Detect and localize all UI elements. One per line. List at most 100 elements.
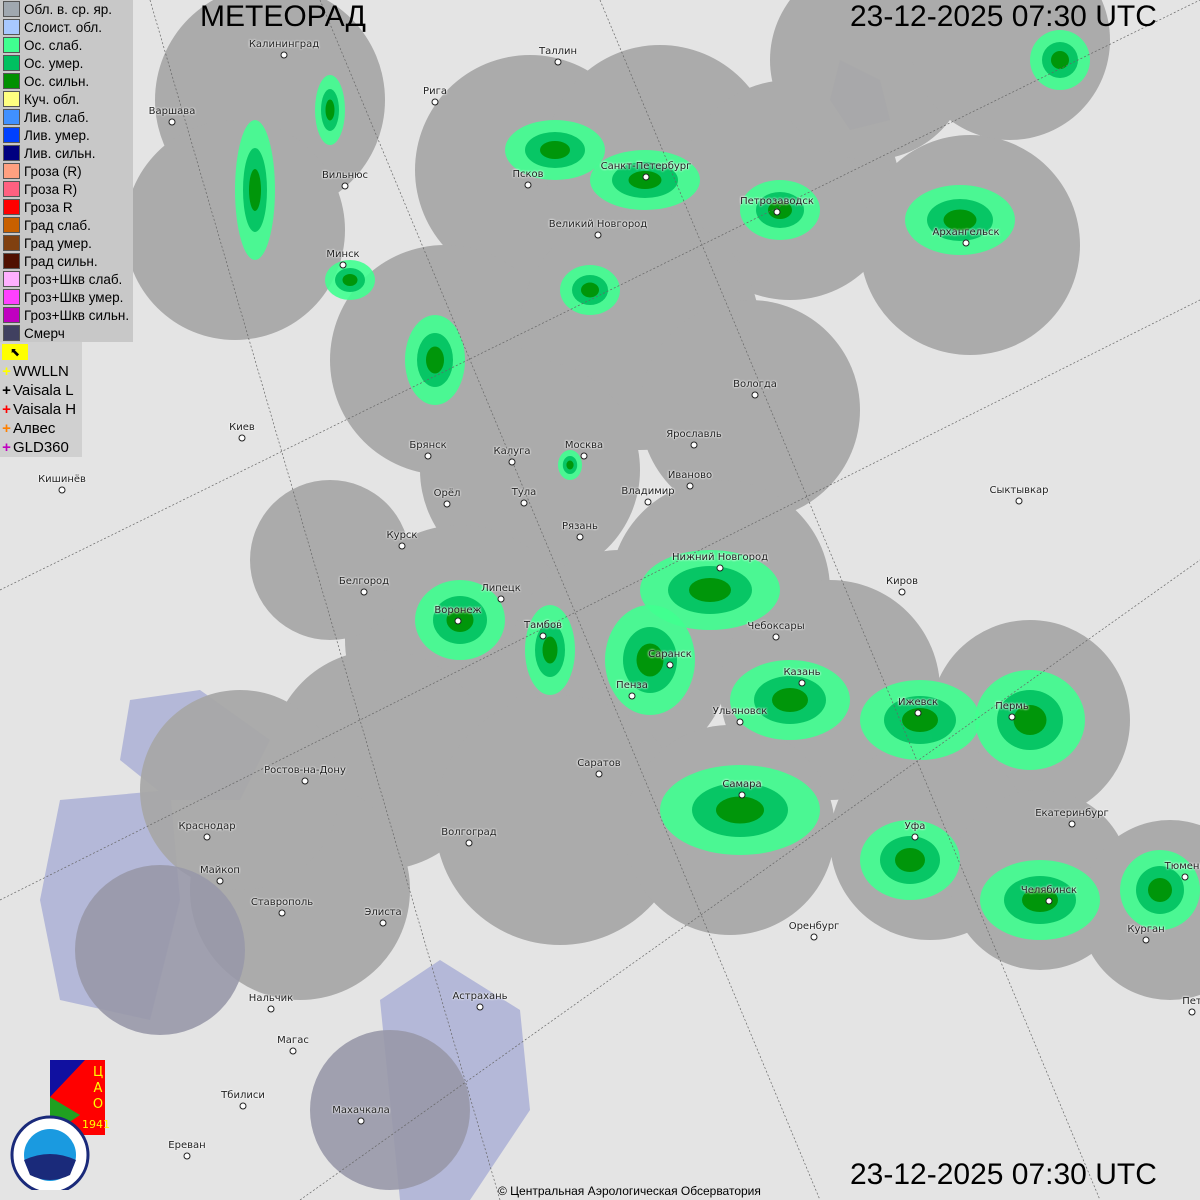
lightning-source[interactable]: + Алвес <box>0 419 82 438</box>
city-label: Пермь <box>995 701 1029 712</box>
city-marker <box>580 452 588 460</box>
city-label: Тула <box>511 487 537 498</box>
city-label: Элиста <box>364 907 402 918</box>
city-label: Казань <box>783 667 821 678</box>
city-marker <box>454 617 462 625</box>
city-marker <box>644 498 652 506</box>
precip-echo <box>716 796 764 824</box>
cross-icon: + <box>2 363 11 380</box>
legend-swatch <box>3 109 20 125</box>
city-label: Минск <box>326 249 360 260</box>
city-label: Варшава <box>148 106 196 117</box>
legend-swatch <box>3 55 20 71</box>
legend-item: Гроз+Шкв сильн. <box>0 306 133 324</box>
city-marker <box>289 1047 297 1055</box>
cross-icon: + <box>2 382 11 399</box>
city-label: Санкт-Петербург <box>600 161 692 172</box>
legend-swatch <box>3 163 20 179</box>
legend-item: Гроз+Шкв умер. <box>0 288 133 306</box>
svg-text:О: О <box>93 1097 103 1112</box>
city-label: Вильнюс <box>321 170 369 181</box>
city-label: Ереван <box>168 1140 206 1151</box>
city-marker <box>508 458 516 466</box>
legend-swatch <box>3 271 20 287</box>
legend-swatch <box>3 37 20 53</box>
legend-swatch <box>3 217 20 233</box>
city-label: Кишинёв <box>38 474 86 485</box>
legend-item: Куч. обл. <box>0 90 133 108</box>
city-marker <box>554 58 562 66</box>
city-marker <box>716 564 724 572</box>
precip-echo <box>1022 888 1058 912</box>
legend-swatch <box>3 145 20 161</box>
city-marker <box>1068 820 1076 828</box>
lightning-label: Vaisala H <box>13 401 77 418</box>
city-marker <box>911 833 919 841</box>
precip-echo <box>689 578 731 602</box>
city-marker <box>690 441 698 449</box>
city-marker <box>339 261 347 269</box>
legend-swatch <box>3 289 20 305</box>
lightning-source[interactable]: + Vaisala L <box>0 381 82 400</box>
city-marker <box>398 542 406 550</box>
city-label: Пет <box>1182 996 1200 1007</box>
legend-label: Обл. в. ср. яр. <box>24 1 113 17</box>
legend-item: Смерч <box>0 324 133 342</box>
city-label: Липецк <box>481 583 521 594</box>
city-label: Майкоп <box>200 865 240 876</box>
city-label: Тюмень <box>1164 861 1200 872</box>
legend-label: Град сильн. <box>24 253 98 269</box>
lightning-label: WWLLN <box>13 363 69 380</box>
copyright: © Центральная Аэрологическая Обсерватори… <box>498 1184 761 1198</box>
timestamp-top: 23-12-2025 07:30 UTC <box>850 0 1157 33</box>
precip-echo <box>636 643 664 677</box>
legend-label: Ос. умер. <box>24 55 84 71</box>
radar-circle <box>250 480 410 640</box>
city-marker <box>810 933 818 941</box>
city-marker <box>576 533 584 541</box>
city-label: Курган <box>1127 924 1165 935</box>
city-label: Самара <box>722 779 762 790</box>
city-marker <box>594 231 602 239</box>
cross-icon: + <box>2 420 11 437</box>
city-marker <box>267 1005 275 1013</box>
precip-echo <box>895 848 925 872</box>
city-marker <box>497 595 505 603</box>
city-marker <box>216 877 224 885</box>
legend-swatch <box>3 127 20 143</box>
cross-icon: + <box>2 401 11 418</box>
lightning-source[interactable]: + Vaisala H <box>0 400 82 419</box>
radar-circle <box>420 360 640 580</box>
legend-item: Обл. в. ср. яр. <box>0 0 133 18</box>
legend-swatch <box>3 91 20 107</box>
city-marker <box>431 98 439 106</box>
legend-item: Ос. слаб. <box>0 36 133 54</box>
precip-echo <box>342 274 358 286</box>
city-label: Нижний Новгород <box>671 552 769 563</box>
city-marker <box>239 1102 247 1110</box>
flag-arrow-icon[interactable]: ⬉ <box>2 344 28 360</box>
city-marker <box>595 770 603 778</box>
city-label: Киров <box>886 576 918 587</box>
city-label: Брянск <box>409 440 447 451</box>
city-label: Владимир <box>621 486 675 497</box>
lightning-source[interactable]: + WWLLN <box>0 362 82 381</box>
legend-label: Град слаб. <box>24 217 91 233</box>
city-marker <box>357 1117 365 1125</box>
legend-item: Слоист. обл. <box>0 18 133 36</box>
lightning-source[interactable]: + GLD360 <box>0 438 82 457</box>
legend-label: Гроза R) <box>24 181 78 197</box>
city-label: Рига <box>423 86 447 97</box>
radar-coverage <box>125 0 1200 1000</box>
roshydromet-logo <box>10 1115 90 1195</box>
city-label: Саратов <box>577 758 621 769</box>
city-marker <box>1142 936 1150 944</box>
precip-echo <box>542 636 558 664</box>
legend-label: Ос. слаб. <box>24 37 83 53</box>
legend-label: Лив. слаб. <box>24 109 89 125</box>
city-marker <box>424 452 432 460</box>
legend-swatch <box>3 253 20 269</box>
city-marker <box>341 182 349 190</box>
city-label: Ростов-на-Дону <box>264 765 346 776</box>
